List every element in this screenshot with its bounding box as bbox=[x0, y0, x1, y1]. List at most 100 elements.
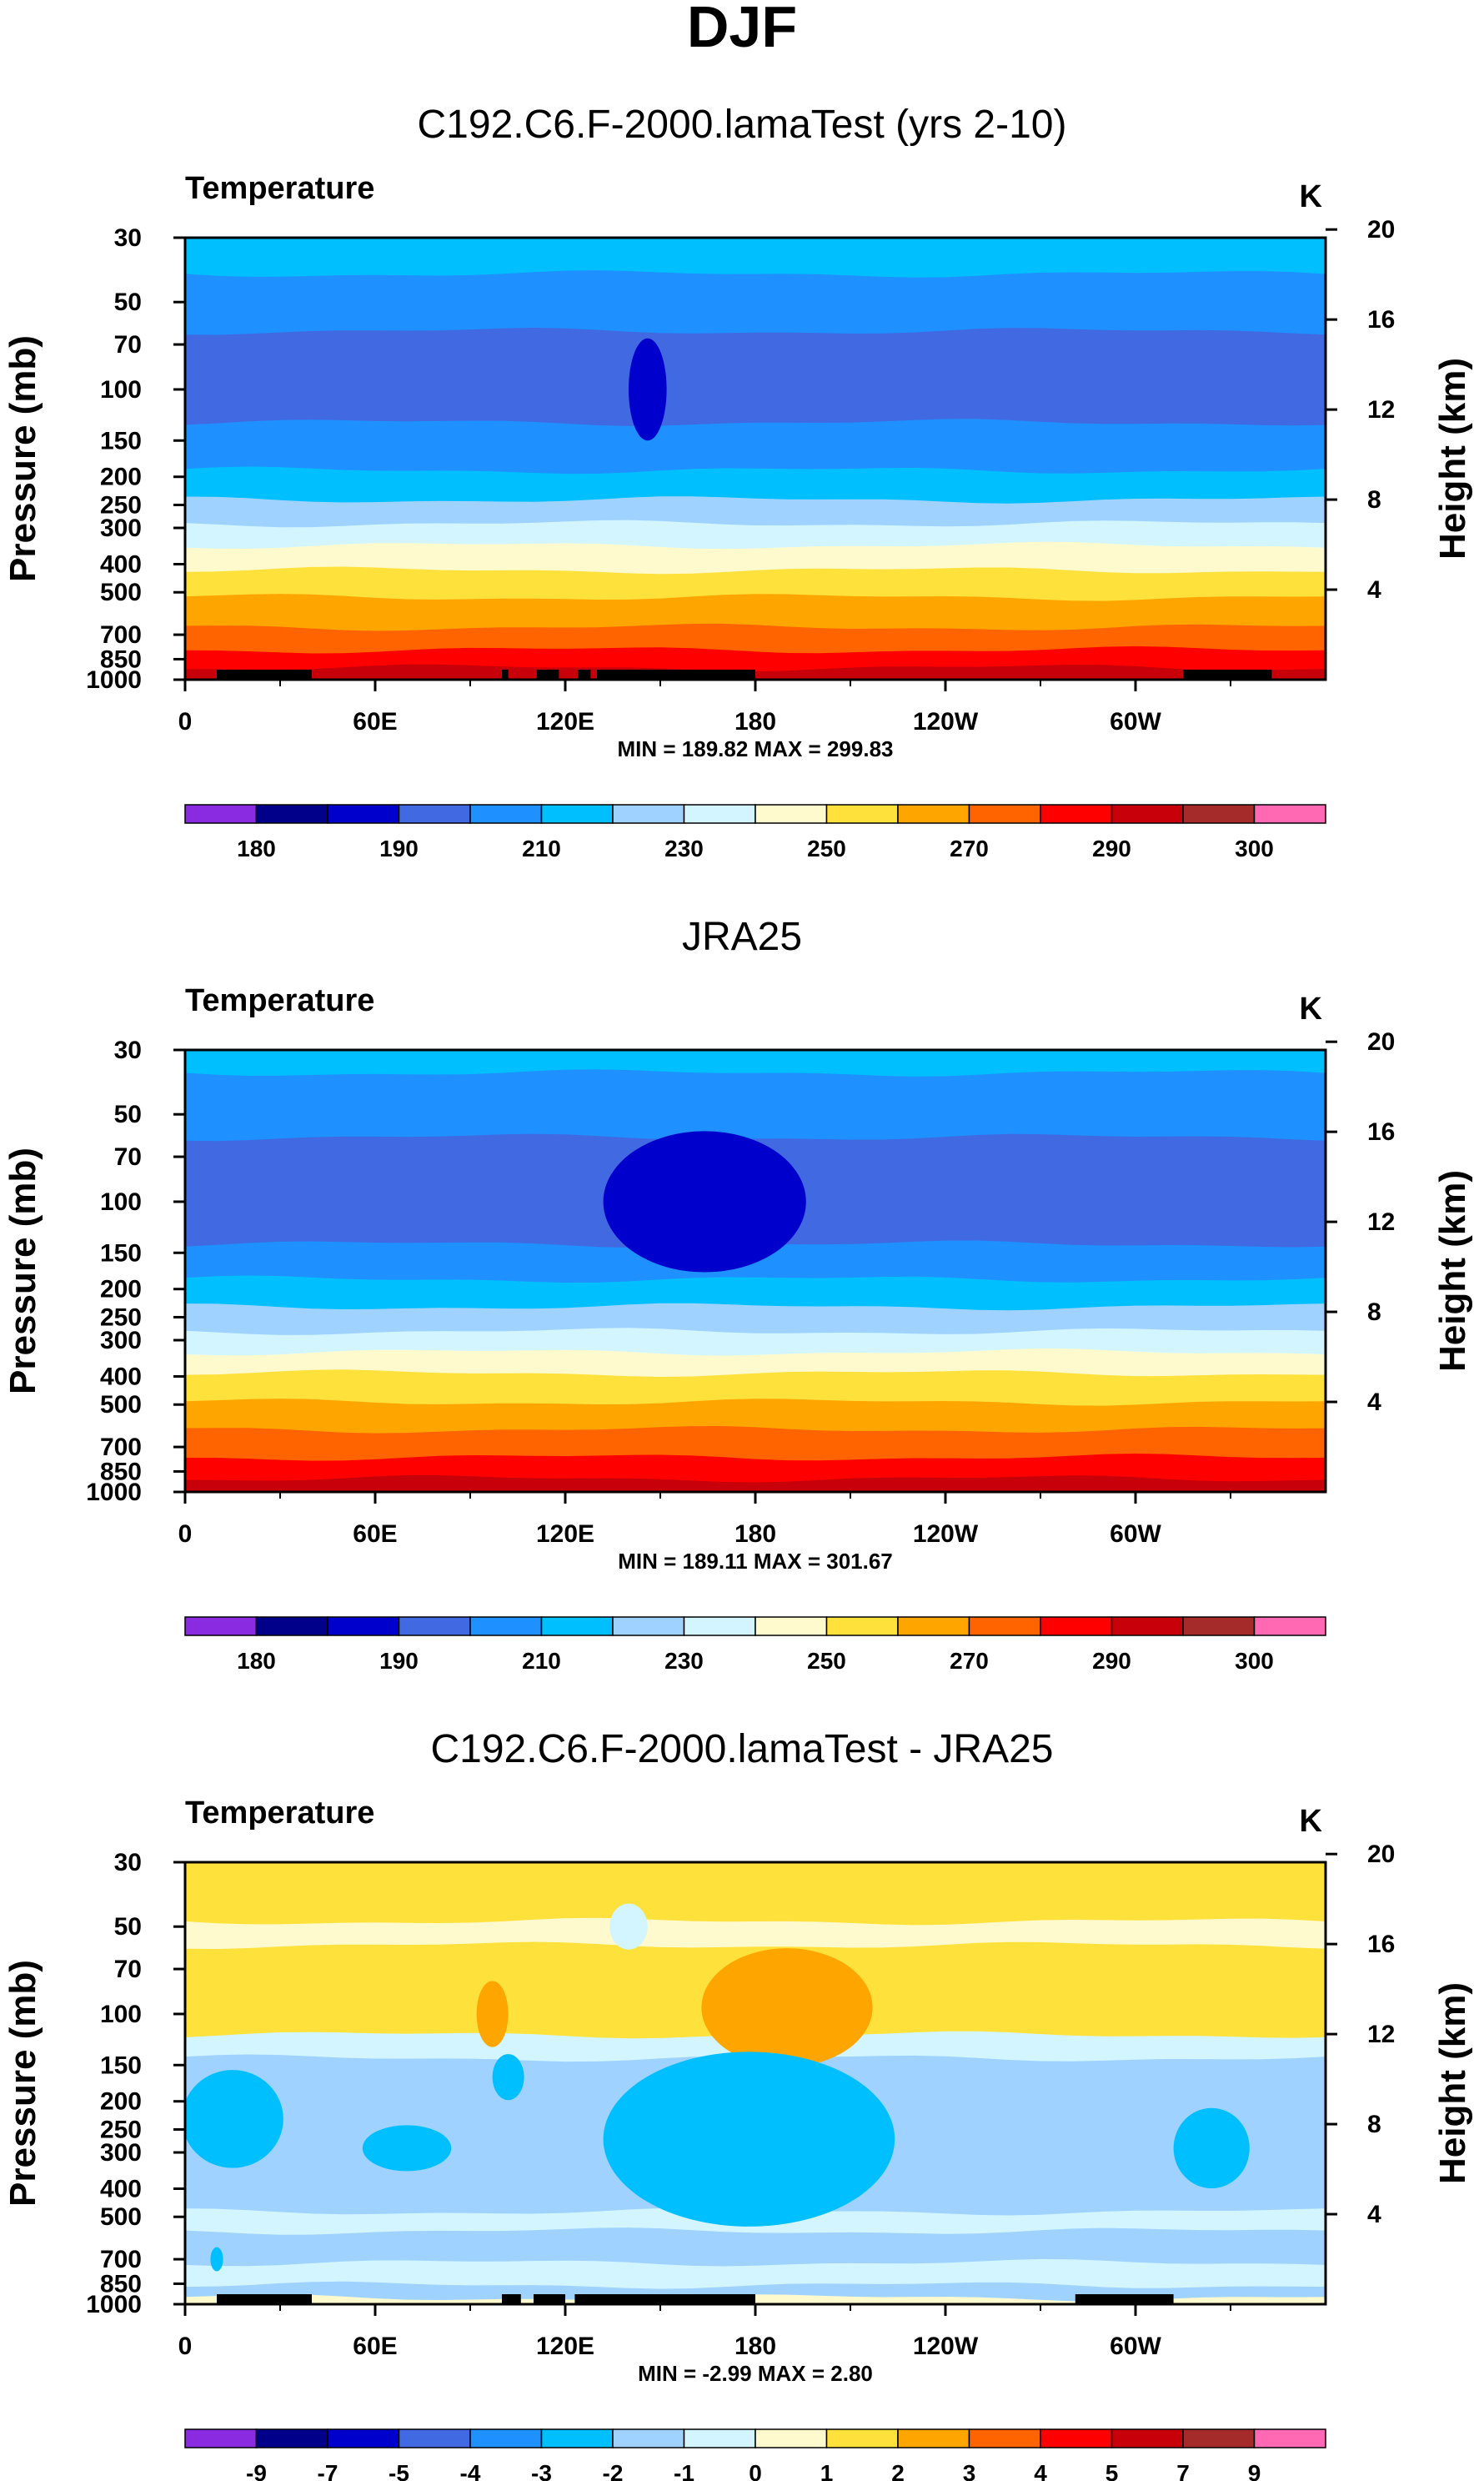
pressure-tick-label: 200 bbox=[100, 464, 142, 491]
colorbar-label: 2 bbox=[891, 2460, 905, 2481]
lon-tick-label: 0 bbox=[178, 708, 193, 736]
topography-mask bbox=[578, 670, 591, 680]
panel-title: C192.C6.F-2000.lamaTest - JRA25 bbox=[431, 1727, 1054, 1771]
panel-3: C192.C6.F-2000.lamaTest - JRA25 Temperatu… bbox=[3, 1727, 1473, 2481]
colorbar-swatch bbox=[1040, 2428, 1113, 2448]
colorbar-swatch bbox=[683, 1616, 756, 1636]
y2-axis-label: Height (km) bbox=[1432, 1982, 1473, 2184]
pressure-tick-label: 150 bbox=[100, 427, 142, 455]
colorbar-swatch bbox=[184, 2428, 258, 2448]
colorbar-swatch bbox=[327, 1616, 400, 1636]
colorbar-label: 290 bbox=[1092, 1648, 1131, 1674]
min-max-stats: MIN = -2.99 MAX = 2.80 bbox=[638, 2361, 873, 2386]
panel-title: JRA25 bbox=[682, 915, 802, 959]
pressure-tick-label: 1000 bbox=[86, 1479, 142, 1506]
colorbar-swatch bbox=[897, 1616, 970, 1636]
units-label: K bbox=[1300, 992, 1323, 1027]
colorbar-label: 300 bbox=[1235, 1648, 1274, 1674]
pressure-tick-label: 1000 bbox=[86, 666, 142, 694]
colorbar-label: -1 bbox=[674, 2460, 694, 2481]
colorbar-label: 270 bbox=[950, 836, 989, 861]
colorbar-swatch bbox=[1182, 2428, 1256, 2448]
height-tick-label: 16 bbox=[1367, 1118, 1395, 1146]
topography-mask bbox=[597, 670, 755, 680]
pressure-tick-label: 500 bbox=[100, 1391, 142, 1419]
colorbar-swatch bbox=[755, 804, 828, 824]
contour-field bbox=[185, 1050, 1326, 1492]
lon-tick-label: 180 bbox=[734, 708, 776, 736]
colorbar-label: 230 bbox=[664, 836, 704, 861]
colorbar-label: 0 bbox=[749, 2460, 762, 2481]
contour-field bbox=[185, 238, 1326, 680]
pressure-tick-label: 850 bbox=[100, 1458, 142, 1485]
height-tick-label: 8 bbox=[1367, 486, 1381, 514]
units-label: K bbox=[1300, 179, 1323, 214]
contour-blob bbox=[629, 338, 667, 441]
colorbar-label: 270 bbox=[950, 1648, 989, 1674]
lon-tick-label: 60E bbox=[353, 1520, 397, 1548]
pressure-tick-label: 250 bbox=[100, 1303, 142, 1331]
pressure-tick-label: 400 bbox=[100, 551, 142, 579]
colorbar-swatch bbox=[327, 804, 400, 824]
colorbar-swatch bbox=[683, 804, 756, 824]
lon-tick-label: 180 bbox=[734, 2333, 776, 2360]
colorbar-swatch bbox=[469, 2428, 543, 2448]
lon-tick-label: 60E bbox=[353, 708, 397, 736]
colorbar-label: 210 bbox=[522, 1648, 561, 1674]
colorbar-swatch bbox=[612, 1616, 685, 1636]
colorbar-label: -2 bbox=[603, 2460, 624, 2481]
figure-title: DJF bbox=[687, 0, 797, 59]
lon-tick-label: 60E bbox=[353, 2333, 397, 2360]
pressure-tick-label: 500 bbox=[100, 2203, 142, 2231]
y-axis-label: Pressure (mb) bbox=[3, 1148, 43, 1394]
lon-tick-label: 120W bbox=[913, 708, 979, 736]
height-tick-label: 8 bbox=[1367, 1298, 1381, 1326]
colorbar-swatch bbox=[968, 2428, 1041, 2448]
topography-mask bbox=[217, 2294, 312, 2304]
contour-blob bbox=[603, 1131, 806, 1273]
pressure-tick-label: 30 bbox=[114, 1037, 142, 1064]
colorbar-label: 190 bbox=[379, 1648, 419, 1674]
y2-axis-label: Height (km) bbox=[1432, 358, 1473, 560]
colorbar-label: 250 bbox=[807, 1648, 846, 1674]
lon-tick-label: 60W bbox=[1110, 2333, 1161, 2360]
height-tick-label: 4 bbox=[1367, 2201, 1381, 2228]
colorbar-swatch bbox=[825, 804, 899, 824]
height-tick-label: 4 bbox=[1367, 576, 1381, 604]
colorbar-swatch bbox=[255, 804, 328, 824]
pressure-tick-label: 200 bbox=[100, 1276, 142, 1303]
lon-tick-label: 0 bbox=[178, 2333, 193, 2360]
pressure-tick-label: 250 bbox=[100, 2116, 142, 2143]
height-tick-label: 12 bbox=[1367, 396, 1395, 424]
pressure-tick-label: 70 bbox=[114, 1956, 142, 1983]
colorbar-label: 300 bbox=[1235, 836, 1274, 861]
colorbar-label: 9 bbox=[1248, 2460, 1261, 2481]
pressure-tick-label: 500 bbox=[100, 579, 142, 606]
lon-tick-label: 180 bbox=[734, 1520, 776, 1548]
colorbar-swatch bbox=[1110, 804, 1184, 824]
colorbar-swatch bbox=[1253, 1616, 1326, 1636]
colorbar-swatch bbox=[897, 2428, 970, 2448]
pressure-tick-label: 850 bbox=[100, 2270, 142, 2298]
height-tick-label: 20 bbox=[1367, 216, 1395, 244]
contour-blob bbox=[603, 2052, 895, 2227]
lon-tick-label: 60W bbox=[1110, 708, 1161, 736]
contour-band bbox=[185, 1475, 1326, 1492]
colorbar-label: 180 bbox=[237, 836, 276, 861]
panel-title: C192.C6.F-2000.lamaTest (yrs 2-10) bbox=[418, 103, 1067, 147]
height-tick-label: 8 bbox=[1367, 2111, 1381, 2138]
colorbar-swatch bbox=[1182, 1616, 1256, 1636]
y-axis-label: Pressure (mb) bbox=[3, 1960, 43, 2207]
lon-tick-label: 120W bbox=[913, 2333, 979, 2360]
colorbar-swatch bbox=[683, 2428, 756, 2448]
colorbar-swatch bbox=[398, 2428, 471, 2448]
lon-tick-label: 120E bbox=[536, 2333, 594, 2360]
colorbar-label: 7 bbox=[1176, 2460, 1190, 2481]
pressure-tick-label: 850 bbox=[100, 645, 142, 673]
colorbar-label: -3 bbox=[531, 2460, 552, 2481]
variable-label: Temperature bbox=[185, 983, 374, 1018]
topography-mask bbox=[534, 2294, 565, 2304]
lon-tick-label: 120E bbox=[536, 708, 594, 736]
